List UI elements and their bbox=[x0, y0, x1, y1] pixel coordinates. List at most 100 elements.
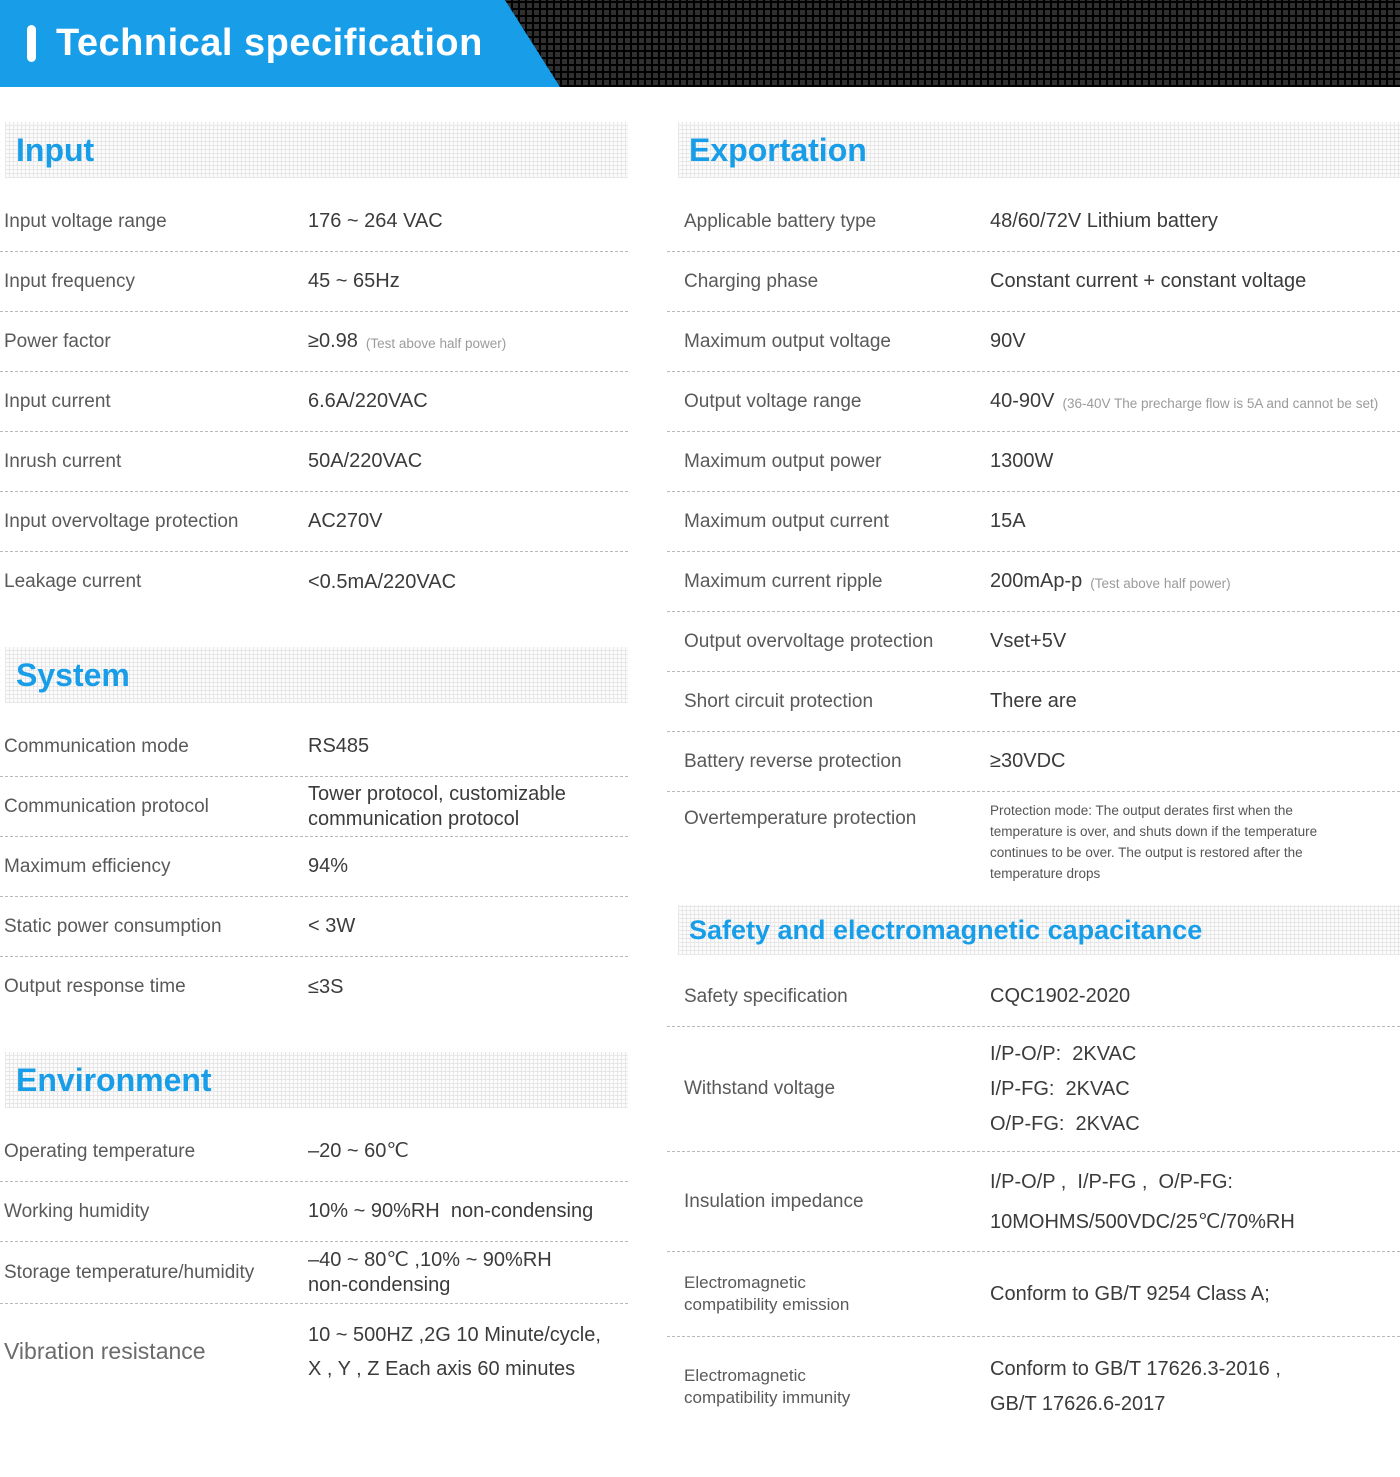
spec-value: –20 ~ 60℃ bbox=[308, 1140, 409, 1162]
spec-row-insulation-impedance: Insulation impedance I/P-O/P , I/P-FG , … bbox=[667, 1152, 1400, 1252]
exportation-rows: Applicable battery type 48/60/72V Lithiu… bbox=[667, 192, 1400, 892]
left-column: Input Input voltage range 176 ~ 264 VAC … bbox=[0, 87, 628, 1399]
spec-row-leakage-current: Leakage current <0.5mA/220VAC bbox=[0, 552, 628, 612]
right-column: Exportation Applicable battery type 48/6… bbox=[667, 87, 1400, 1437]
spec-label: Operating temperature bbox=[4, 1140, 196, 1162]
spec-label: Overtemperature protection bbox=[684, 808, 917, 829]
spec-row-maximum-current-ripple: Maximum current ripple 200mAp-p (Test ab… bbox=[667, 552, 1400, 612]
section-header-safety: Safety and electromagnetic capacitance bbox=[678, 905, 1400, 955]
spec-value: 48/60/72V Lithium battery bbox=[990, 210, 1218, 232]
spec-label: Input voltage range bbox=[4, 210, 167, 232]
spec-note: (Test above half power) bbox=[1090, 575, 1231, 591]
spec-row-static-power-consumption: Static power consumption < 3W bbox=[0, 897, 628, 957]
spec-label: Communication protocol bbox=[4, 795, 209, 817]
spec-note: (Test above half power) bbox=[365, 335, 507, 351]
spec-label: Input current bbox=[4, 390, 111, 412]
spec-label: Inrush current bbox=[4, 450, 122, 472]
spec-row-maximum-efficiency: Maximum efficiency 94% bbox=[0, 837, 628, 897]
spec-note: (36-40V The precharge flow is 5A and can… bbox=[1062, 395, 1379, 411]
spec-row-charging-phase: Charging phase Constant current + consta… bbox=[667, 252, 1400, 312]
spec-value: 90V bbox=[990, 330, 1026, 352]
spec-row-battery-reverse-protection: Battery reverse protection ≥30VDC bbox=[667, 732, 1400, 792]
section-header-system: System bbox=[5, 647, 628, 703]
spec-label: Maximum efficiency bbox=[4, 855, 171, 877]
spec-row-input-current: Input current 6.6A/220VAC bbox=[0, 372, 628, 432]
spec-label: Output response time bbox=[4, 976, 186, 997]
spec-label: Power factor bbox=[4, 330, 111, 352]
spec-row-withstand-voltage: Withstand voltage I/P-O/P: 2KVAC I/P-FG:… bbox=[667, 1027, 1400, 1152]
spec-value: 10 ~ 500HZ ,2G 10 Minute/cycle, X , Y , … bbox=[308, 1323, 601, 1380]
spec-value: Constant current + constant voltage bbox=[990, 270, 1307, 292]
spec-value: –40 ~ 80℃ ,10% ~ 90%RH non-condensing bbox=[308, 1248, 552, 1296]
section-title-safety: Safety and electromagnetic capacitance bbox=[689, 914, 1203, 945]
section-title-exportation: Exportation bbox=[689, 131, 867, 168]
section-title-environment: Environment bbox=[16, 1061, 212, 1098]
spec-value: Conform to GB/T 17626.3-2016 , GB/T 1762… bbox=[990, 1358, 1281, 1415]
spec-row-output-response-time: Output response time ≤3S bbox=[0, 957, 628, 1017]
spec-value: I/P-O/P: 2KVAC I/P-FG: 2KVAC O/P-FG: 2KV… bbox=[990, 1042, 1140, 1135]
spec-value: ≥0.98 bbox=[308, 330, 358, 352]
spec-row-working-humidity: Working humidity 10% ~ 90%RH non-condens… bbox=[0, 1182, 628, 1242]
spec-row-maximum-output-voltage: Maximum output voltage 90V bbox=[667, 312, 1400, 372]
section-title-system: System bbox=[16, 656, 130, 693]
spec-row-inrush-current: Inrush current 50A/220VAC bbox=[0, 432, 628, 492]
spec-value: Protection mode: The output derates firs… bbox=[990, 803, 1318, 881]
spec-label: Output overvoltage protection bbox=[684, 630, 934, 652]
spec-value: <0.5mA/220VAC bbox=[308, 570, 457, 593]
spec-row-input-voltage-range: Input voltage range 176 ~ 264 VAC bbox=[0, 192, 628, 252]
section-header-exportation: Exportation bbox=[678, 122, 1400, 178]
spec-label: Applicable battery type bbox=[684, 210, 877, 232]
spec-label: Input frequency bbox=[4, 270, 135, 292]
spec-label: Output voltage range bbox=[684, 390, 862, 412]
spec-value: I/P-O/P , I/P-FG , O/P-FG: 10MOHMS/500VD… bbox=[990, 1170, 1295, 1233]
spec-value: 94% bbox=[308, 855, 349, 877]
spec-label: Input overvoltage protection bbox=[4, 510, 239, 532]
spec-label: Short circuit protection bbox=[684, 690, 874, 712]
spec-row-output-voltage-range: Output voltage range 40-90V (36-40V The … bbox=[667, 372, 1400, 432]
spec-value: 40-90V bbox=[990, 390, 1055, 412]
spec-value: 1300W bbox=[990, 450, 1054, 472]
banner-blue-wedge: Technical specification bbox=[0, 0, 560, 87]
spec-value: < 3W bbox=[308, 915, 356, 937]
spec-label: Maximum output power bbox=[684, 450, 882, 472]
spec-row-safety-specification: Safety specification CQC1902-2020 bbox=[667, 967, 1400, 1027]
spec-label: Maximum current ripple bbox=[684, 570, 883, 592]
section-header-environment: Environment bbox=[5, 1052, 628, 1108]
spec-row-short-circuit-protection: Short circuit protection There are bbox=[667, 672, 1400, 732]
spec-label: Maximum output current bbox=[684, 510, 889, 532]
spec-row-storage-temperature-humidity: Storage temperature/humidity –40 ~ 80℃ ,… bbox=[0, 1242, 628, 1304]
spec-row-output-overvoltage-protection: Output overvoltage protection Vset+5V bbox=[667, 612, 1400, 672]
spec-row-power-factor: Power factor ≥0.98 (Test above half powe… bbox=[0, 312, 628, 372]
spec-label: Static power consumption bbox=[4, 915, 222, 937]
spec-row-communication-mode: Communication mode RS485 bbox=[0, 717, 628, 777]
spec-row-maximum-output-power: Maximum output power 1300W bbox=[667, 432, 1400, 492]
spec-row-maximum-output-current: Maximum output current 15A bbox=[667, 492, 1400, 552]
spec-label: Vibration resistance bbox=[4, 1338, 206, 1364]
spec-label: Withstand voltage bbox=[684, 1078, 836, 1099]
section-title-input: Input bbox=[16, 131, 95, 168]
input-rows: Input voltage range 176 ~ 264 VAC Input … bbox=[0, 192, 628, 612]
spec-label: Safety specification bbox=[684, 985, 848, 1007]
spec-value: ≤3S bbox=[308, 975, 344, 998]
spec-value: There are bbox=[990, 690, 1077, 712]
spec-label: Electromagnetic compatibility emission bbox=[684, 1273, 850, 1314]
page-title: Technical specification bbox=[56, 22, 483, 64]
spec-row-applicable-battery-type: Applicable battery type 48/60/72V Lithiu… bbox=[667, 192, 1400, 252]
spec-label: Maximum output voltage bbox=[684, 330, 891, 352]
spec-value: AC270V bbox=[308, 510, 383, 532]
spec-label: Charging phase bbox=[684, 270, 819, 292]
spec-value: Tower protocol, customizable communicati… bbox=[308, 782, 566, 830]
spec-row-vibration-resistance: Vibration resistance 10 ~ 500HZ ,2G 10 M… bbox=[0, 1304, 628, 1399]
environment-rows: Operating temperature –20 ~ 60℃ Working … bbox=[0, 1122, 628, 1399]
spec-value: 10% ~ 90%RH non-condensing bbox=[308, 1200, 594, 1222]
spec-label: Insulation impedance bbox=[684, 1190, 864, 1212]
spec-value: 50A/220VAC bbox=[308, 450, 423, 472]
spec-row-input-frequency: Input frequency 45 ~ 65Hz bbox=[0, 252, 628, 312]
spec-row-emc-emission: Electromagnetic compatibility emission C… bbox=[667, 1252, 1400, 1337]
spec-label: Working humidity bbox=[4, 1200, 150, 1222]
spec-value: ≥30VDC bbox=[990, 750, 1066, 772]
page-banner: Technical specification bbox=[0, 0, 1400, 87]
spec-value: 176 ~ 264 VAC bbox=[308, 210, 443, 232]
spec-label: Storage temperature/humidity bbox=[4, 1261, 255, 1283]
spec-value: 6.6A/220VAC bbox=[308, 390, 428, 412]
